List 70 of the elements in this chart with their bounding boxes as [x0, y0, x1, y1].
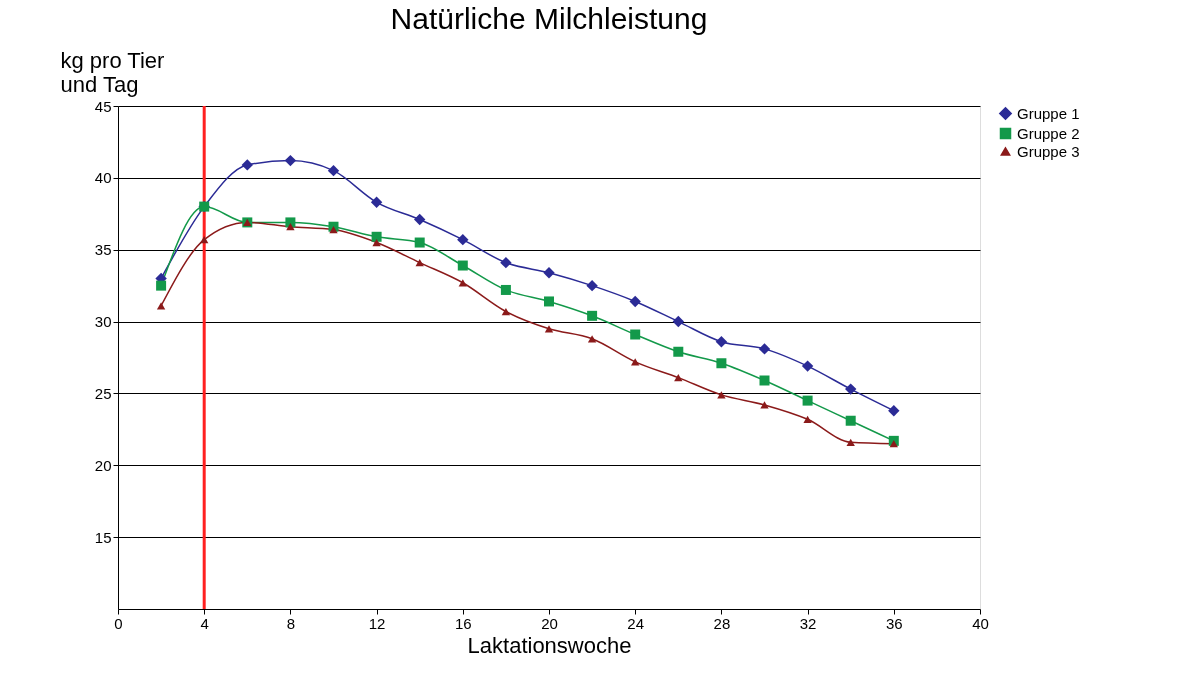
y-tick-label: 15 — [94, 528, 112, 546]
x-tick-label: 40 — [972, 614, 989, 632]
point — [370, 196, 383, 208]
point — [414, 213, 426, 226]
legend-label: Gruppe 2 — [1017, 124, 1080, 142]
point — [673, 346, 684, 357]
x-tick-label: 32 — [799, 614, 817, 632]
x-tick-label: 36 — [885, 614, 903, 632]
x-axis-title: Laktationswoche — [467, 632, 632, 658]
point — [500, 284, 511, 295]
point — [630, 329, 641, 340]
x-tick-label: 28 — [713, 614, 731, 632]
point — [888, 404, 900, 417]
point — [889, 440, 898, 448]
point — [587, 310, 598, 321]
point — [586, 279, 598, 292]
y-axis-title: kg pro Tier und Tag — [60, 47, 165, 97]
point — [241, 159, 253, 171]
x-tick-label: 24 — [627, 614, 645, 632]
point — [587, 335, 597, 343]
point — [286, 223, 295, 231]
point — [845, 415, 856, 426]
point — [457, 233, 469, 246]
point — [371, 231, 382, 242]
point — [631, 358, 640, 366]
point — [327, 164, 340, 177]
point — [156, 302, 166, 310]
x-tick-label: 0 — [114, 614, 123, 632]
y-tick-label: 30 — [94, 313, 112, 331]
x-tick-label: 12 — [368, 614, 386, 632]
point — [329, 225, 338, 234]
chart-title: Natürliche Milchleistung — [390, 2, 708, 35]
point — [457, 260, 468, 271]
x-tick-label: 16 — [454, 614, 472, 632]
point — [156, 280, 167, 291]
point — [372, 238, 381, 247]
y-tick-label: 45 — [94, 97, 112, 115]
point — [759, 375, 770, 386]
point — [285, 217, 296, 228]
point — [715, 335, 728, 348]
legend-label: Gruppe 1 — [1017, 104, 1080, 122]
point — [629, 295, 641, 308]
y-tick-label: 40 — [94, 169, 112, 187]
point — [544, 296, 554, 307]
point — [760, 401, 769, 409]
point — [803, 415, 812, 423]
point — [846, 438, 855, 446]
point — [414, 237, 425, 248]
point — [501, 307, 511, 316]
point — [672, 315, 684, 328]
point — [674, 374, 683, 382]
y-tick-label: 35 — [94, 241, 112, 259]
point — [458, 279, 467, 287]
point — [845, 383, 857, 395]
y-tick-label: 20 — [94, 456, 112, 474]
point — [543, 267, 555, 279]
point — [415, 259, 424, 267]
point — [500, 256, 512, 269]
point — [758, 343, 771, 355]
point — [200, 236, 209, 244]
x-tick-label: 20 — [541, 614, 558, 632]
x-tick-label: 8 — [286, 614, 296, 632]
point — [284, 154, 297, 167]
x-tick-label: 4 — [200, 614, 209, 632]
point — [802, 395, 813, 406]
y-tick-label: 25 — [94, 384, 112, 402]
point — [801, 360, 814, 372]
legend-label: Gruppe 3 — [1017, 142, 1080, 160]
point — [716, 358, 727, 369]
point — [544, 325, 554, 333]
